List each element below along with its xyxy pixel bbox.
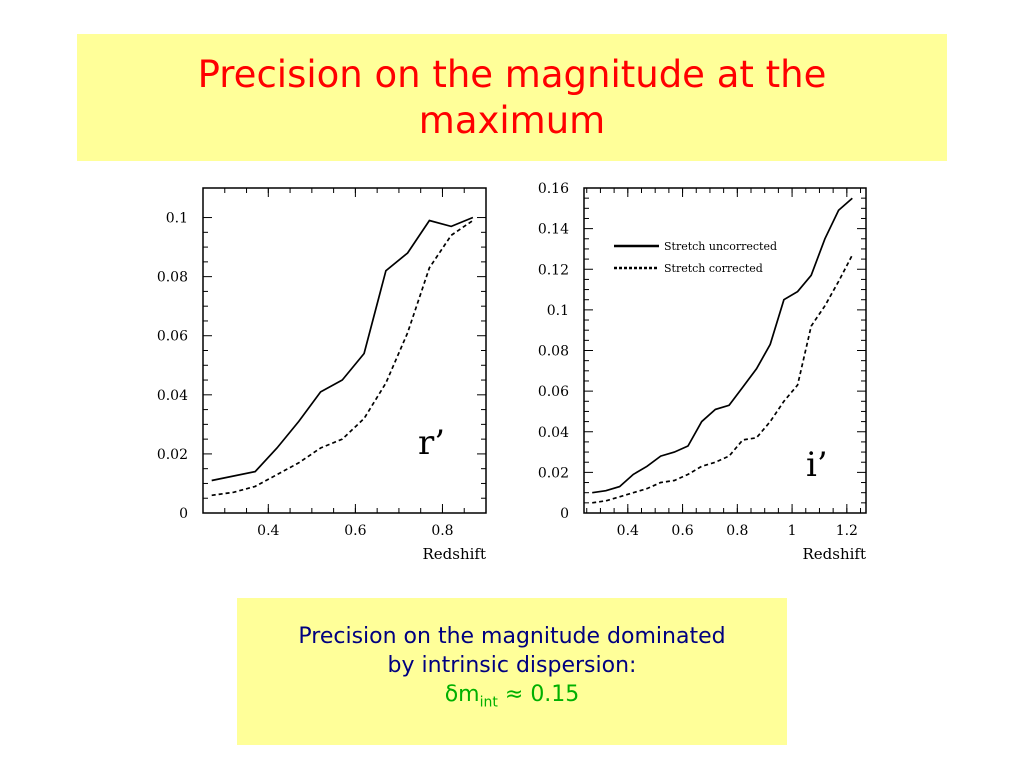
chart-r: 0 0.02 0.04 0.06 0.08 0.1 0.4 0.6 0.8 Redshift r’ — [157, 187, 487, 563]
x-tick-label: 0.4 — [257, 523, 279, 539]
x-tick-label: 0.8 — [726, 523, 748, 539]
note-line-1: Precision on the magnitude dominated — [298, 624, 726, 649]
solid-series-line — [592, 197, 853, 494]
x-axis-label: Redshift — [422, 545, 486, 563]
y-tick-label: 0 — [560, 506, 569, 522]
y-tick-label: 0.1 — [547, 303, 569, 319]
formula-relation: ≈ — [504, 682, 524, 707]
x-tick-label: 1 — [788, 523, 797, 539]
x-tick-label: 0.6 — [671, 523, 693, 539]
solid-series-line — [211, 216, 474, 482]
formula-subscript: int — [479, 694, 498, 711]
y-tick-label: 0.12 — [538, 262, 569, 278]
legend-label: Stretch corrected — [664, 262, 763, 275]
note-line-2: by intrinsic dispersion: — [387, 653, 637, 678]
panel-annotation: r’ — [418, 423, 445, 463]
dashed-series-line — [211, 219, 474, 497]
plot-frame — [202, 187, 487, 514]
y-tick-label: 0.04 — [538, 425, 569, 441]
x-tick-label: 0.6 — [344, 523, 366, 539]
formula-symbol: δ — [444, 682, 459, 707]
y-tick-label: 0.06 — [157, 329, 188, 345]
y-tick-label: 0.02 — [538, 465, 569, 481]
slide-title: Precision on the magnitude at the maximu… — [197, 52, 827, 142]
formula-variable: m — [458, 682, 480, 707]
x-tick-label: 1.2 — [836, 523, 858, 539]
dashed-series-line — [592, 254, 854, 504]
title-box: Precision on the magnitude at the maximu… — [77, 34, 947, 161]
x-axis-label: Redshift — [802, 545, 866, 563]
y-tick-label: 0.02 — [157, 447, 188, 463]
legend-label: Stretch uncorrected — [664, 240, 777, 253]
y-tick-label: 0 — [179, 506, 188, 522]
panel-annotation: i’ — [806, 445, 828, 485]
chart-i: 0 0.02 0.04 0.06 0.08 0.1 0.12 0.14 0.16 0.4 0.6 0.… — [538, 181, 867, 563]
y-tick-label: 0.06 — [538, 384, 569, 400]
y-tick-label: 0.08 — [157, 270, 188, 286]
y-tick-label: 0.16 — [538, 181, 569, 197]
legend: Stretch uncorrected Stretch corrected — [614, 240, 777, 275]
note-box: Precision on the magnitude dominated by … — [237, 598, 787, 745]
x-tick-label: 0.4 — [617, 523, 639, 539]
y-tick-label: 0.08 — [538, 344, 569, 360]
formula: δmint ≈ 0.15 — [237, 680, 787, 717]
y-tick-label: 0.14 — [538, 222, 569, 238]
y-tick-label: 0.04 — [157, 388, 188, 404]
formula-value: 0.15 — [530, 682, 580, 707]
x-tick-label: 0.8 — [431, 523, 453, 539]
y-tick-label: 0.1 — [166, 211, 188, 227]
